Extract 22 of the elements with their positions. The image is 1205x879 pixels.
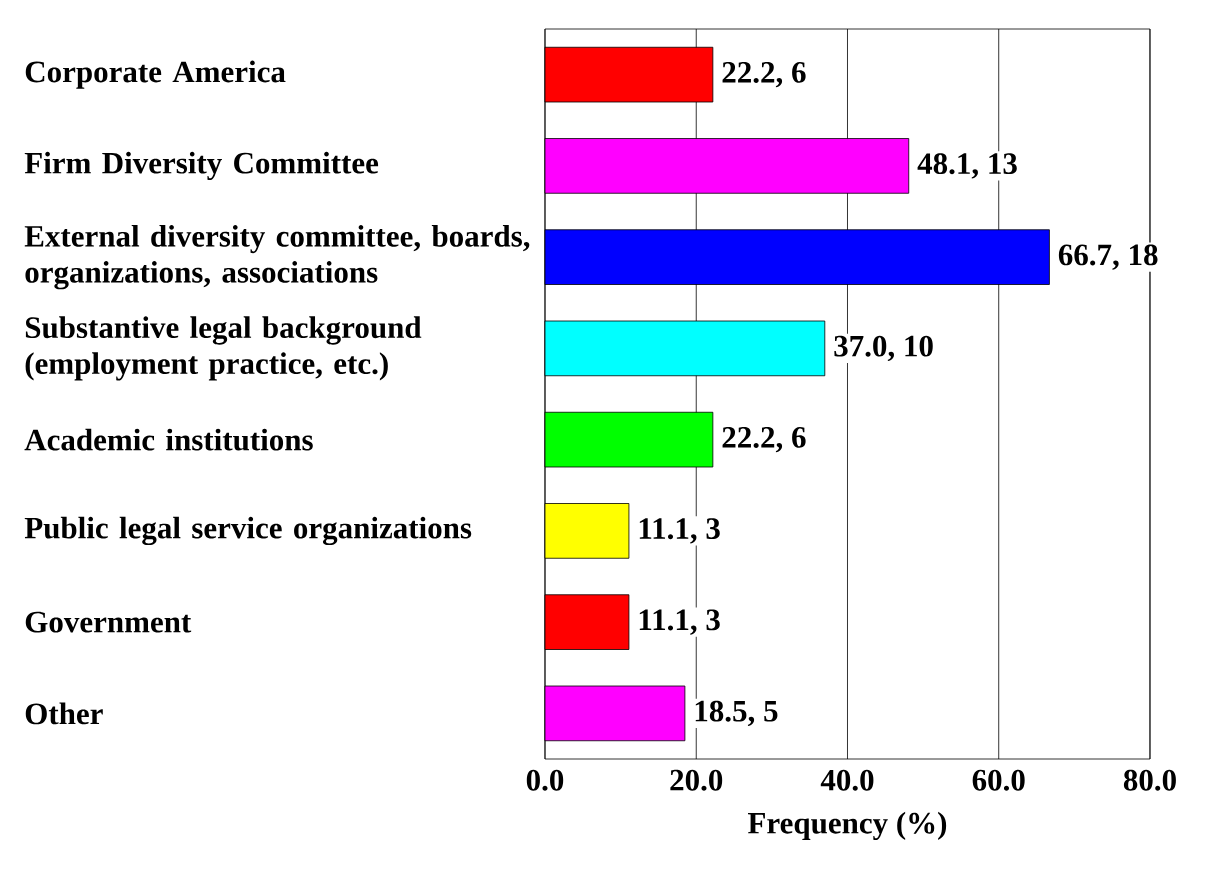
data-label: 22.2, 6 [722, 426, 806, 453]
x-tick-label: 80.0 [1123, 769, 1176, 791]
y-tick-label: Government [25, 611, 192, 633]
y-tick-label: Substantive legal background (employment practice, etc.) [25, 316, 422, 381]
y-tick-label: External diversity committee, boards, organizations, associations [24, 224, 530, 290]
x-tick-label: 20.0 [670, 769, 723, 791]
data-label: 11.1, 3 [639, 518, 720, 544]
x-tick-label: 60.0 [972, 769, 1025, 791]
data-label: 11.1, 3 [639, 609, 720, 635]
data-label: 22.2, 6 [722, 61, 806, 88]
y-tick-label: Other [25, 702, 103, 725]
data-label: 48.1, 13 [917, 153, 1017, 179]
data-label: 18.5, 5 [695, 700, 778, 727]
y-tick-label: Public legal service organizations [24, 516, 472, 546]
x-axis-title: Frequency (%) [748, 811, 947, 841]
x-tick-label: 0.0 [526, 769, 564, 791]
y-tick-label: Academic institutions [24, 428, 313, 451]
data-label: 37.0, 10 [834, 335, 933, 362]
data-label: 66.7, 18 [1058, 244, 1158, 270]
x-tick-label: 40.0 [820, 769, 874, 791]
y-tick-label: Corporate America [25, 60, 286, 89]
y-tick-label: Firm Diversity Committee [24, 151, 379, 180]
